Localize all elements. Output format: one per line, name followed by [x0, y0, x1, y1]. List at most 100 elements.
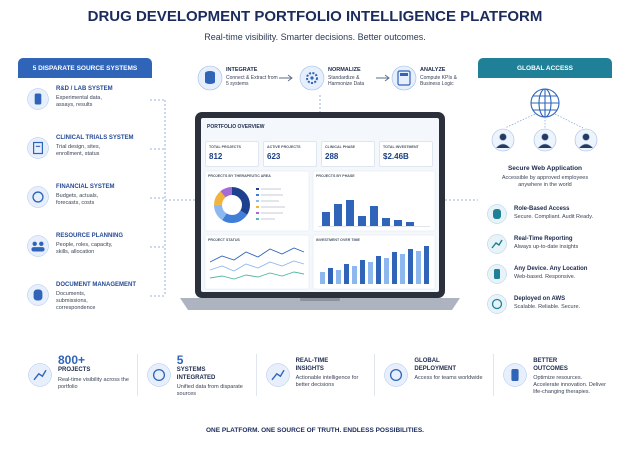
bar-illustration-part [368, 262, 373, 284]
icon-part [33, 289, 43, 301]
step-icon-part [391, 65, 417, 91]
icon [27, 284, 49, 306]
user-icon-part [499, 133, 507, 141]
icon-part [491, 298, 503, 310]
legend-illustration-part [256, 218, 259, 220]
kpi-value: 812 [209, 152, 223, 161]
sources-title: 5 DISPARATE SOURCE SYSTEMS [18, 58, 152, 78]
icon-part [27, 186, 49, 208]
icon-part [27, 137, 49, 159]
kpi-card: TOTAL PROJECTS 812 [205, 141, 259, 167]
kpi-value: 288 [325, 152, 339, 161]
panel-title: PROJECTS BY THERAPEUTIC AREA [208, 174, 271, 178]
step-description: Connect & Extract from 5 systems [226, 75, 278, 88]
app-title: Secure Web Application [507, 165, 583, 172]
highlight-text: 5 SYSTEMS INTEGRATED Unified data from dis… [176, 353, 252, 398]
source-description: Experimental data, assays, results [56, 95, 102, 108]
flow-arrow-part [279, 74, 293, 82]
kpi-label: CLINICAL PHASE [325, 145, 356, 149]
user-icon-part [495, 143, 511, 149]
icon-part [494, 269, 500, 279]
highlight-value: 800+ [58, 353, 86, 367]
app-description: Accessible by approved employees anywher… [501, 175, 589, 188]
step-icon-part [400, 73, 408, 76]
legend-illustration [256, 188, 285, 220]
icon-part [34, 93, 42, 105]
step-title: INTEGRATE [226, 67, 258, 73]
feature-description: Scalable. Reliable. Secure. [514, 304, 581, 310]
separator [374, 354, 376, 396]
icon-part [384, 363, 409, 387]
icon-part [511, 369, 519, 381]
panel-title: INVESTMENT OVER TIME [316, 238, 360, 242]
step-icon-part [306, 72, 318, 84]
source-title: DOCUMENT MANAGEMENT [56, 282, 136, 288]
bar-illustration [318, 200, 430, 227]
icon-part [493, 209, 501, 219]
line-illustration-part [209, 271, 305, 280]
bar-illustration-part [376, 256, 381, 284]
globe-part [531, 89, 559, 117]
highlight-value: 5 [176, 353, 184, 367]
bar-illustration-part [358, 216, 366, 226]
bar-illustration-part [344, 264, 349, 284]
icon [27, 235, 49, 257]
panel-title: PROJECT STATUS [208, 238, 240, 242]
feature-title: Deployed on AWS [514, 296, 566, 302]
bar-illustration-part [320, 272, 325, 284]
bar-illustration-part [424, 246, 429, 284]
legend-illustration-part [256, 200, 259, 202]
bar-illustration-part [346, 200, 354, 226]
feature-title: Role-Based Access [514, 206, 570, 212]
icon-part [487, 294, 507, 314]
globe [530, 88, 560, 118]
highlight-description: Actionable intelligence for better decis… [295, 375, 359, 388]
feature-description: Secure. Compliant. Audit Ready. [514, 214, 594, 220]
step-title: ANALYZE [420, 67, 446, 73]
footer: ONE PLATFORM. ONE SOURCE OF TRUTH. ENDLE… [205, 427, 424, 434]
step-icon-part [310, 76, 314, 80]
step-title: NORMALIZE [328, 67, 361, 73]
step-icon [197, 65, 417, 91]
icon-part [31, 247, 45, 252]
kpi-value: 623 [267, 152, 281, 161]
icon [147, 363, 171, 387]
donut-illustration-part [214, 187, 250, 223]
highlight-title: GLOBAL DEPLOYMENT [414, 358, 457, 372]
kpi-card: CLINICAL PHASE 288 [321, 141, 375, 167]
source-title: R&D / LAB SYSTEM [56, 86, 113, 92]
highlight-title: REAL-TIME INSIGHTS [295, 358, 329, 372]
bar-illustration-part [406, 222, 414, 226]
icon [27, 137, 49, 159]
icon [27, 88, 49, 110]
user-icon-part [541, 133, 549, 141]
highlight-text: BETTER OUTCOMES Optimize resources. Accel… [533, 358, 608, 396]
icon-part [32, 191, 44, 203]
icon [384, 363, 409, 387]
flow-arrow-part [376, 74, 390, 82]
highlight-description: Real-time visibility across the portfoli… [58, 376, 129, 390]
icon [487, 264, 507, 284]
bar-illustration-part [360, 260, 365, 284]
icon [503, 363, 527, 387]
kpi-label: TOTAL PROJECTS [209, 145, 241, 149]
highlight-text: 800+ PROJECTS Real-time visibility across … [58, 353, 133, 390]
legend-illustration-part [261, 188, 281, 190]
bar-illustration-part [328, 268, 333, 284]
icon-part [271, 369, 285, 381]
kpi-value: $2.46B [383, 152, 409, 161]
step-icon-part [205, 73, 215, 82]
highlight-title: SYSTEMS INTEGRATED [176, 367, 216, 381]
source-title: RESOURCE PLANNING [56, 233, 124, 239]
icon-part [33, 369, 47, 381]
highlight-description: Optimize resources. Accelerate innovatio… [533, 375, 606, 395]
highlight-title: BETTER OUTCOMES [533, 358, 568, 372]
donut-illustration [214, 187, 250, 223]
icon [27, 186, 49, 208]
kpi-card: ACTIVE PROJECTS 623 [263, 141, 317, 167]
laptop-part [300, 298, 340, 301]
bar-illustration-part [370, 206, 378, 226]
line-illustration-part [209, 247, 305, 263]
step-icon-part [397, 70, 411, 86]
